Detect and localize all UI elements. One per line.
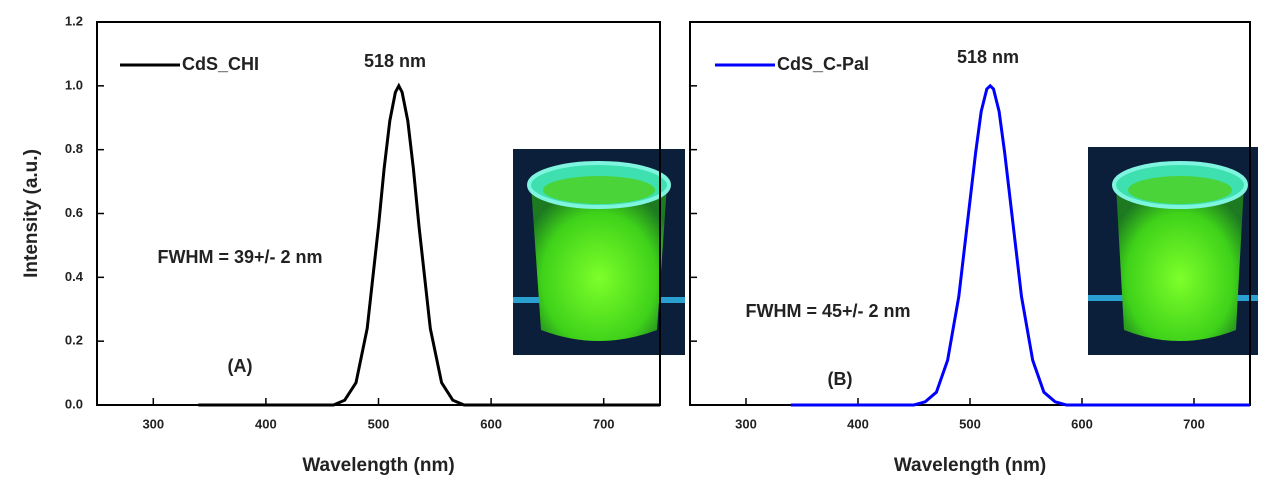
y-tick-label: 0.2 xyxy=(65,333,83,348)
peak-annotation: 518 nm xyxy=(957,47,1019,67)
x-tick-label: 700 xyxy=(593,416,615,431)
x-tick-label: 400 xyxy=(255,416,277,431)
x-tick-label: 500 xyxy=(368,416,390,431)
y-axis-label: Intensity (a.u.) xyxy=(21,149,42,278)
x-axis-label: Wavelength (nm) xyxy=(302,455,454,476)
fwhm-annotation: FWHM = 45+/- 2 nm xyxy=(745,301,910,321)
fwhm-annotation: FWHM = 39+/- 2 nm xyxy=(157,247,322,267)
photo-a xyxy=(513,149,685,355)
x-tick-label: 300 xyxy=(735,416,757,431)
x-axis-label: Wavelength (nm) xyxy=(894,455,1046,476)
x-tick-label: 600 xyxy=(1071,416,1093,431)
y-tick-label: 0.0 xyxy=(65,396,83,411)
x-tick-label: 400 xyxy=(847,416,869,431)
x-tick-label: 300 xyxy=(142,416,164,431)
y-tick-label: 0.8 xyxy=(65,141,83,156)
y-tick-label: 1.0 xyxy=(65,77,83,92)
x-tick-label: 600 xyxy=(480,416,502,431)
data-line xyxy=(198,82,660,407)
panel-label: (B) xyxy=(828,369,853,389)
panel-label: (A) xyxy=(228,356,253,376)
peak-annotation: 518 nm xyxy=(364,51,426,71)
x-tick-label: 500 xyxy=(959,416,981,431)
legend-label: CdS_CHI xyxy=(182,54,259,74)
legend-label: CdS_C-Pal xyxy=(777,54,869,74)
x-tick-label: 700 xyxy=(1183,416,1205,431)
y-tick-label: 0.4 xyxy=(65,269,84,284)
y-tick-label: 0.6 xyxy=(65,205,83,220)
photo-b xyxy=(1088,147,1258,355)
data-line xyxy=(790,83,1250,407)
y-tick-label: 1.2 xyxy=(65,13,83,28)
